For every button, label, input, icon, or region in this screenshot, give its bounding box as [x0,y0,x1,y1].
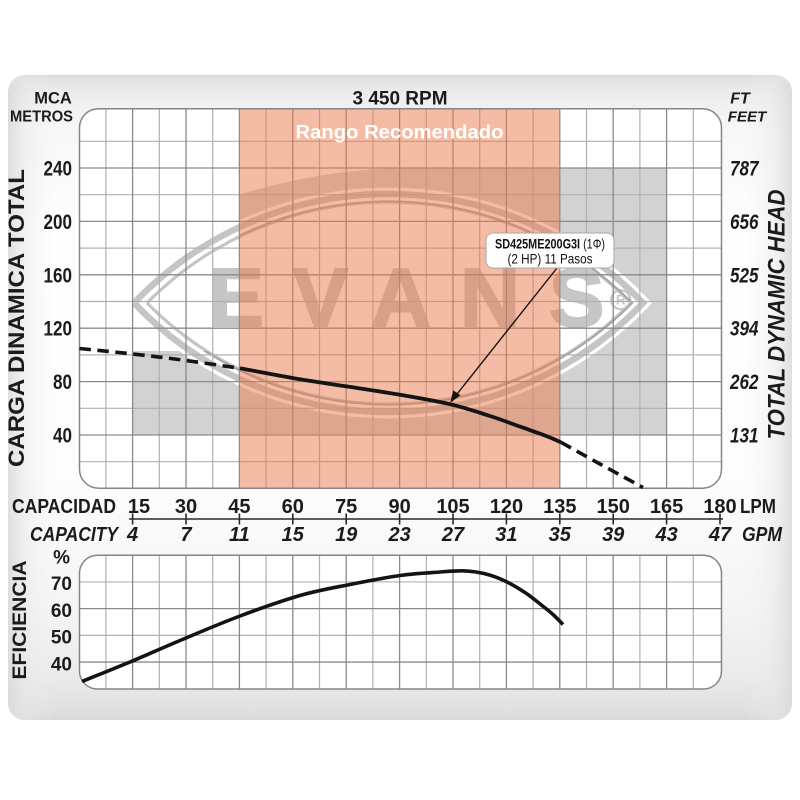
svg-text:15: 15 [128,496,150,518]
svg-text:120: 120 [44,317,73,341]
svg-text:FT: FT [730,90,751,107]
svg-text:Rango Recomendado: Rango Recomendado [296,122,504,144]
svg-text:160: 160 [44,263,73,287]
svg-text:TOTAL DYNAMIC HEAD: TOTAL DYNAMIC HEAD [764,190,791,440]
svg-text:GPM: GPM [742,524,783,546]
svg-text:27: 27 [441,524,465,546]
svg-text:180: 180 [703,496,736,518]
svg-text:35: 35 [549,524,572,546]
svg-text:394: 394 [730,317,759,341]
svg-text:150: 150 [597,496,630,518]
svg-text:60: 60 [51,601,72,622]
svg-text:656: 656 [730,210,759,234]
svg-text:70: 70 [51,574,72,595]
svg-text:60: 60 [282,496,304,518]
svg-text:787: 787 [730,157,759,181]
svg-text:262: 262 [729,370,758,394]
svg-text:METROS: METROS [10,108,73,125]
svg-text:240: 240 [44,157,73,181]
svg-text:FEET: FEET [728,109,768,125]
svg-text:CARGA DINAMICA TOTAL: CARGA DINAMICA TOTAL [4,169,29,467]
svg-text:23: 23 [387,524,410,546]
svg-text:40: 40 [53,424,72,448]
svg-text:135: 135 [543,496,576,518]
svg-text:200: 200 [44,210,73,234]
svg-text:45: 45 [228,496,250,518]
svg-text:165: 165 [650,496,683,518]
svg-text:30: 30 [175,496,197,518]
svg-text:15: 15 [282,524,305,546]
svg-text:47: 47 [708,524,732,546]
svg-text:SD425ME200G3I (1Φ): SD425ME200G3I (1Φ) [495,237,605,253]
svg-text:31: 31 [495,524,517,546]
svg-text:19: 19 [335,524,358,546]
svg-text:4: 4 [126,524,138,546]
svg-text:R: R [616,293,626,308]
svg-text:39: 39 [602,524,625,546]
svg-text:120: 120 [490,496,523,518]
svg-text:11: 11 [229,524,250,546]
svg-text:50: 50 [51,628,72,649]
svg-text:40: 40 [51,654,72,675]
svg-text:131: 131 [730,424,759,448]
svg-text:90: 90 [388,496,410,518]
svg-text:CAPACIDAD: CAPACIDAD [12,496,116,518]
svg-text:75: 75 [335,496,357,518]
svg-text:3 450 RPM: 3 450 RPM [352,89,447,110]
svg-text:MCA: MCA [34,90,72,108]
svg-text:80: 80 [53,370,72,394]
svg-text:43: 43 [654,524,677,546]
svg-text:(2 HP) 11 Pasos: (2 HP) 11 Pasos [508,252,593,268]
svg-text:EFICIENCIA: EFICIENCIA [10,560,31,679]
svg-text:CAPACITY: CAPACITY [30,524,119,546]
svg-text:LPM: LPM [740,496,776,518]
svg-text:7: 7 [180,524,192,546]
svg-text:%: % [53,548,70,569]
svg-text:105: 105 [436,496,469,518]
svg-text:525: 525 [730,263,759,287]
